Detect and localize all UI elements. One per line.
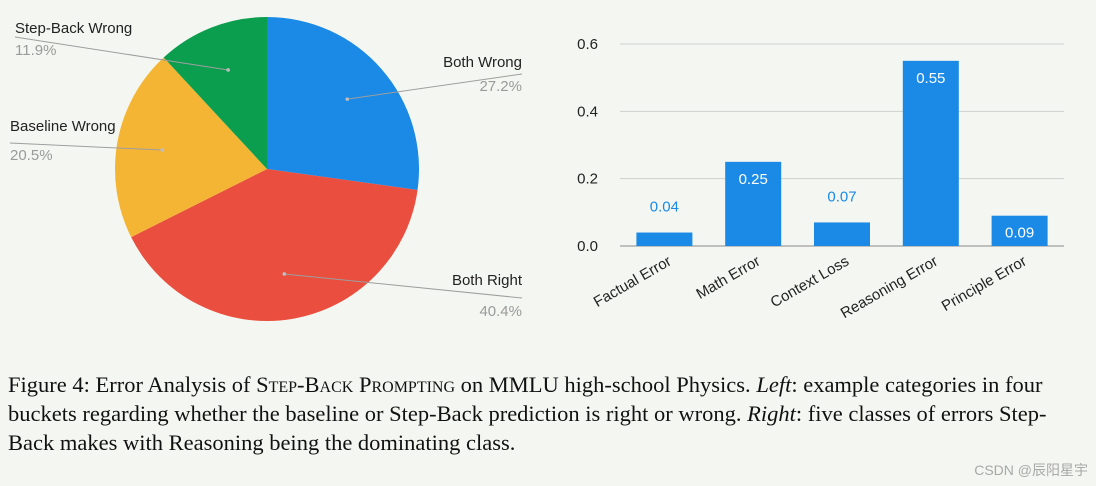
bar-value-label-factual-error: 0.04 [650,199,679,216]
pie-label-both-wrong: Both Wrong [443,54,522,71]
pie-leader-dot-step-back-wrong [226,68,230,72]
pie-leader-line-baseline-wrong [9,142,163,151]
bar-category-label-factual-error: Factual Error [591,253,675,311]
bar-category-label-reasoning-error: Reasoning Error [838,253,941,322]
bar-factual-error [636,232,693,246]
pie-slice-step-back-wrong [163,17,267,169]
pie-pct-both-right: 40.4% [479,303,522,320]
bar-value-label-math-error: 0.25 [739,171,768,188]
bar-value-label-context-loss: 0.07 [827,188,856,205]
bar-category-label-math-error: Math Error [693,253,763,303]
bar-ytick-label: 0.2 [577,171,598,188]
caption-figure-label: Figure 4: Error Analysis of [8,372,257,397]
caption-left-word: Left [756,372,792,397]
caption-after-method: on MMLU high-school Physics. [455,372,757,397]
bar-reasoning-error [902,60,959,247]
pie-label-baseline-wrong: Baseline Wrong [10,118,116,135]
watermark: CSDN @辰阳星宇 [974,462,1088,478]
pie-pct-both-wrong: 27.2% [479,78,522,95]
figure-caption: Figure 4: Error Analysis of Step-Back Pr… [8,370,1088,457]
bar-ytick-label: 0.4 [577,103,598,120]
pie-slice-both-wrong [267,17,420,190]
pie-pct-step-back-wrong: 11.9% [15,42,56,59]
pie-pct-baseline-wrong: 20.5% [10,147,53,164]
bar-ytick-label: 0.6 [577,36,598,53]
bar-category-label-context-loss: Context Loss [768,253,852,311]
pie-leader-dot-both-right [282,272,287,276]
pie-label-step-back-wrong: Step-Back Wrong [15,20,132,37]
pie-leader-dot-baseline-wrong [160,148,165,152]
bar-value-label-reasoning-error: 0.55 [916,70,945,87]
bar-math-error [725,161,782,246]
caption-right-word: Right [747,401,796,426]
bar-context-loss [814,222,870,246]
caption-left-text: : example categories in four buckets reg… [8,372,1043,426]
bar-category-label-principle-error: Principle Error [939,253,1030,315]
pie-leader-line-both-right [284,273,523,299]
caption-right-text: : five classes of errors Step-Back makes… [8,401,1047,455]
bar-ytick-label: 0.0 [577,238,598,255]
figure-charts: Both Wrong 27.2% Both Right 40.4% Baseline W… [9,17,1064,322]
pie-leader-line-step-back-wrong [14,36,229,71]
pie-slice-both-right [131,169,418,322]
pie-leader-dot-both-wrong [345,97,350,101]
pie-label-both-right: Both Right [452,272,523,289]
caption-method-name: Step-Back Prompting [256,372,456,397]
bar-principle-error [991,215,1048,246]
bar-chart: 0.0 0.2 0.4 0.6 0.04 Factual Error 0.25 Math Er… [577,36,1064,322]
pie-slice-baseline-wrong [114,57,267,238]
bar-value-label-principle-error: 0.09 [1005,225,1034,242]
pie-chart: Both Wrong 27.2% Both Right 40.4% Baseline W… [9,17,523,322]
pie-leader-line-both-wrong [347,73,523,100]
